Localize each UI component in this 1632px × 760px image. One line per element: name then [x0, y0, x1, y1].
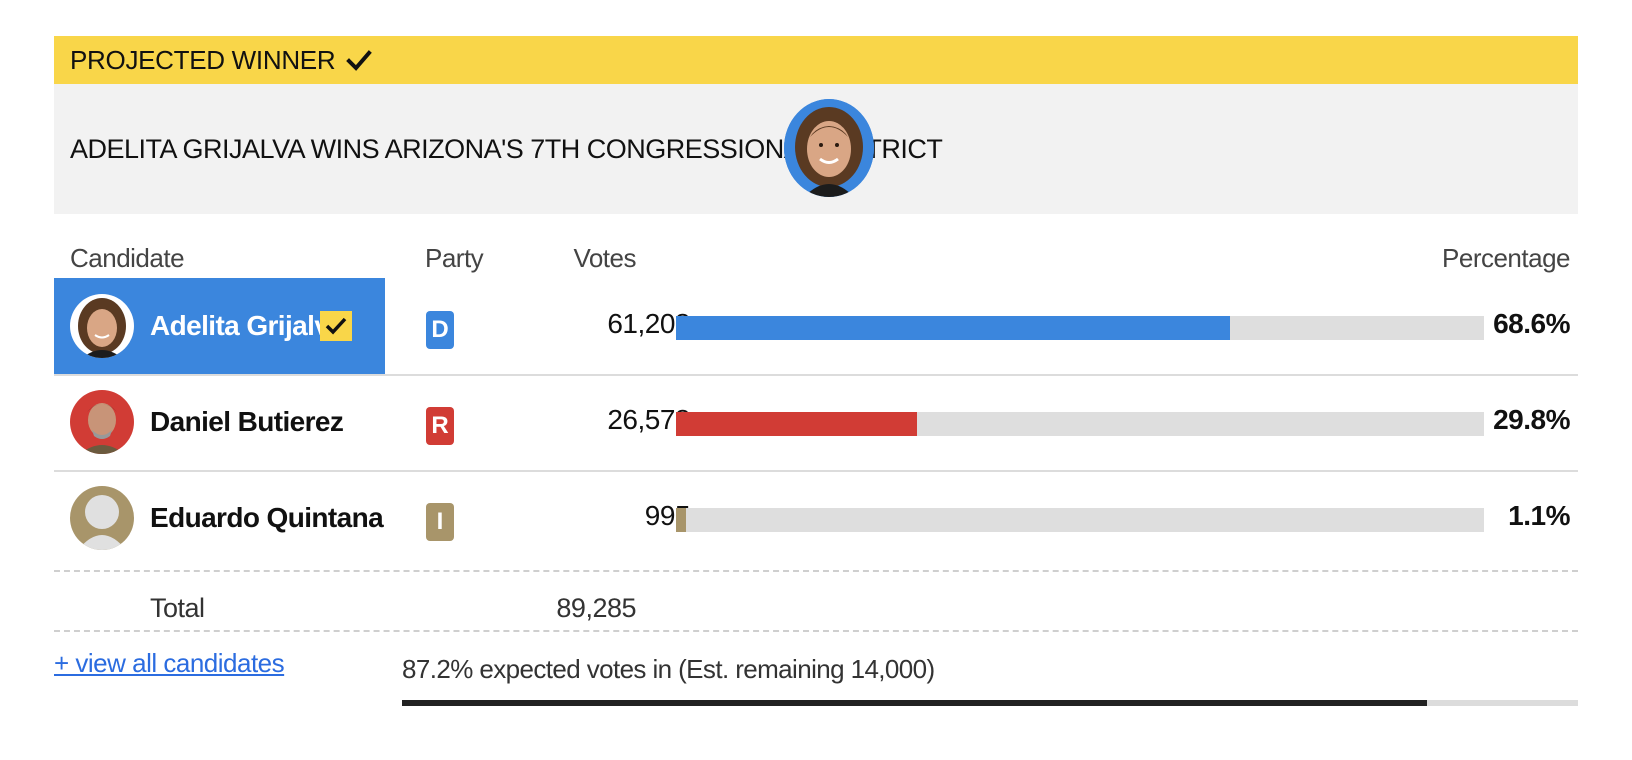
candidate-cell: Eduardo Quintana — [54, 470, 385, 566]
table-row: Eduardo Quintana I 995 1.1% — [54, 470, 1578, 566]
table-row: Daniel Butierez R 26,578 29.8% — [54, 374, 1578, 470]
projected-winner-text: PROJECTED WINNER — [70, 44, 336, 75]
candidate-avatar — [70, 390, 134, 454]
candidate-name: Daniel Butierez — [150, 406, 344, 437]
header-percentage: Percentage — [1442, 243, 1570, 273]
vote-bar-fill — [676, 412, 917, 436]
expected-votes-bar — [402, 700, 1578, 706]
vote-count: 26,578 — [607, 404, 690, 435]
candidate-avatar — [70, 294, 134, 358]
row-divider — [54, 470, 1578, 472]
expected-votes-text: 87.2% expected votes in (Est. remaining … — [402, 654, 935, 684]
header-party: Party — [425, 243, 484, 273]
candidate-cell: Daniel Butierez — [54, 374, 385, 470]
total-divider — [54, 570, 1578, 572]
checkmark-icon — [346, 50, 373, 71]
vote-count: 61,208 — [607, 308, 690, 339]
projected-winner-banner: PROJECTED WINNER — [54, 36, 1578, 84]
vote-bar — [676, 316, 1484, 340]
candidate-name: Eduardo Quintana — [150, 502, 384, 533]
header-votes: Votes — [573, 243, 636, 273]
vote-percentage: 29.8% — [1493, 404, 1570, 435]
winner-check-icon — [320, 311, 352, 341]
party-badge: I — [426, 503, 454, 541]
vote-bar — [676, 508, 1484, 532]
row-divider — [54, 374, 1578, 376]
vote-percentage: 68.6% — [1493, 308, 1570, 339]
candidate-cell: Adelita Grijalva — [54, 278, 385, 374]
winner-announcement: ADELITA GRIJALVA WINS ARIZONA'S 7TH CONG… — [54, 84, 1578, 214]
placeholder-avatar-icon — [70, 486, 134, 550]
projected-winner-label: PROJECTED WINNER — [70, 45, 373, 76]
vote-percentage: 1.1% — [1508, 500, 1570, 531]
header-candidate: Candidate — [70, 243, 185, 273]
vote-bar — [676, 412, 1484, 436]
vote-bar-fill — [676, 508, 686, 532]
table-row: Adelita Grijalva D 61,208 68.6% — [54, 278, 1578, 374]
candidate-name: Adelita Grijalva — [150, 310, 345, 341]
party-badge: R — [426, 407, 454, 445]
total-votes: 89,285 — [556, 593, 636, 623]
vote-count: 995 — [644, 500, 691, 531]
total-divider-bottom — [54, 630, 1578, 632]
vote-bar-fill — [676, 316, 1231, 340]
party-badge: D — [426, 311, 454, 349]
view-all-candidates-link[interactable]: + view all candidates — [54, 648, 285, 678]
expected-votes-bar-fill — [402, 700, 1428, 706]
total-label: Total — [150, 593, 205, 623]
winner-avatar — [784, 99, 874, 197]
